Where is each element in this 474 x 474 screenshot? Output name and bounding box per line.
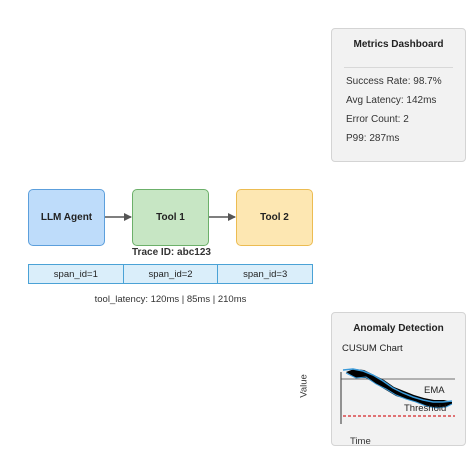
metrics-dashboard-panel: Metrics Dashboard Success Rate: 98.7% Av… [331,28,466,162]
cusum-filled-area [346,369,452,408]
span-row: span_id=1 span_id=2 span_id=3 [28,264,313,284]
threshold-label: Threshold [404,403,446,414]
metric-error-count: Error Count: 2 [346,114,409,125]
tool-2-node: Tool 2 [236,189,313,246]
metric-avg-latency: Avg Latency: 142ms [346,95,437,106]
chart-x-axis-label: Time [350,436,371,447]
cusum-line [345,372,453,409]
llm-agent-node: LLM Agent [28,189,105,246]
tool-1-node: Tool 1 [132,189,209,246]
metric-p99: P99: 287ms [346,133,400,144]
chart-y-axis-label: Value [298,374,310,398]
span-cell-3: span_id=3 [243,268,288,280]
ema-line [342,368,453,403]
anomaly-detection-title: Anomaly Detection [353,323,444,334]
metrics-divider [344,67,453,68]
span-cell-2: span_id=2 [124,265,219,283]
tool-latency-label: tool_latency: 120ms | 85ms | 210ms [94,294,247,305]
ema-label: EMA [424,385,445,396]
cusum-chart-label: CUSUM Chart [342,343,403,354]
trace-id-label: Trace ID: abc123 [132,247,211,258]
metrics-dashboard-title: Metrics Dashboard [353,39,444,50]
span-cell-1: span_id=1 [29,265,124,283]
metric-success-rate: Success Rate: 98.7% [346,76,442,87]
